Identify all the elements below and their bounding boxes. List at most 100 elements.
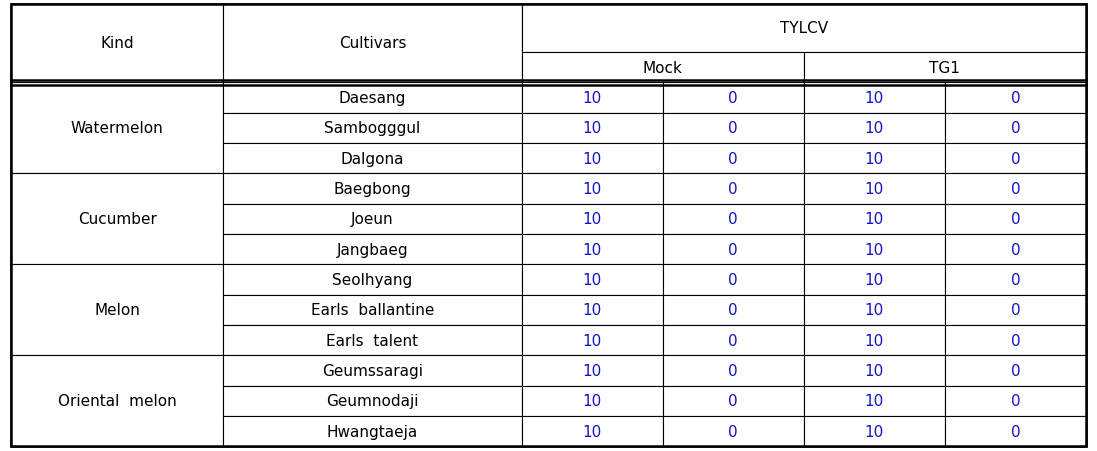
Bar [521,5,1086,53]
Text: Geumssaragi: Geumssaragi [321,364,423,378]
Text: 0: 0 [1010,182,1020,197]
Text: 10: 10 [583,91,602,106]
Bar [945,174,1086,204]
Bar [945,204,1086,235]
Text: Dalgona: Dalgona [341,152,404,166]
Bar [804,53,1086,83]
Bar [521,53,804,83]
Bar [11,265,224,356]
Text: 0: 0 [1010,121,1020,136]
Text: Kind: Kind [100,37,134,51]
Bar [945,416,1086,446]
Bar [521,174,663,204]
Bar [521,265,663,295]
Bar [11,83,224,174]
Text: Mock: Mock [643,60,682,76]
Text: Baegbong: Baegbong [333,182,411,197]
Text: 0: 0 [728,424,738,439]
Bar [945,83,1086,114]
Bar [945,265,1086,295]
Text: 10: 10 [864,272,884,287]
Text: 10: 10 [864,424,884,439]
Text: 0: 0 [728,333,738,348]
Bar [521,114,663,144]
Text: 10: 10 [583,182,602,197]
Text: 0: 0 [728,212,738,227]
Text: 10: 10 [864,364,884,378]
Text: Watermelon: Watermelon [71,121,163,136]
Bar [804,416,945,446]
Bar [945,386,1086,416]
Text: TYLCV: TYLCV [780,21,828,36]
Text: Geumnodaji: Geumnodaji [326,394,419,409]
Text: 0: 0 [728,152,738,166]
Bar [224,144,521,174]
Text: 10: 10 [583,212,602,227]
Text: 10: 10 [583,272,602,287]
Text: 0: 0 [1010,424,1020,439]
Bar [663,174,804,204]
Text: 0: 0 [1010,364,1020,378]
Text: 0: 0 [728,394,738,409]
Bar [521,386,663,416]
Bar [224,356,521,386]
Bar [945,326,1086,356]
Text: TG1: TG1 [929,60,960,76]
Text: 0: 0 [1010,394,1020,409]
Bar [804,356,945,386]
Bar [224,5,521,83]
Bar [521,416,663,446]
Text: Sambogggul: Sambogggul [325,121,420,136]
Text: 0: 0 [728,364,738,378]
Bar [224,235,521,265]
Bar [663,204,804,235]
Bar [224,326,521,356]
Text: 10: 10 [864,152,884,166]
Text: 0: 0 [1010,212,1020,227]
Text: Cultivars: Cultivars [339,37,406,51]
Text: 10: 10 [583,303,602,318]
Bar [804,235,945,265]
Text: Joeun: Joeun [351,212,394,227]
Text: 0: 0 [728,303,738,318]
Text: 10: 10 [583,424,602,439]
Bar [224,114,521,144]
Bar [663,326,804,356]
Bar [663,83,804,114]
Bar [11,356,224,446]
Text: 0: 0 [728,91,738,106]
Bar [804,144,945,174]
Bar [663,114,804,144]
Bar [945,295,1086,326]
Text: 10: 10 [864,394,884,409]
Text: Daesang: Daesang [339,91,406,106]
Bar [804,204,945,235]
Bar [663,386,804,416]
Bar [521,326,663,356]
Text: 0: 0 [728,182,738,197]
Bar [224,83,521,114]
Text: Earls  talent: Earls talent [327,333,419,348]
Text: 0: 0 [728,121,738,136]
Bar [224,265,521,295]
Text: Oriental  melon: Oriental melon [58,394,177,409]
Bar [663,356,804,386]
Bar [804,265,945,295]
Text: 10: 10 [583,333,602,348]
Text: 10: 10 [583,364,602,378]
Text: 10: 10 [583,152,602,166]
Text: 10: 10 [864,121,884,136]
Bar [804,326,945,356]
Bar [804,386,945,416]
Text: 0: 0 [1010,91,1020,106]
Bar [663,144,804,174]
Text: 10: 10 [583,121,602,136]
Bar [945,144,1086,174]
Text: 10: 10 [864,182,884,197]
Bar [663,295,804,326]
Text: 10: 10 [864,333,884,348]
Bar [804,174,945,204]
Text: 0: 0 [1010,152,1020,166]
Text: 10: 10 [864,212,884,227]
Text: Seolhyang: Seolhyang [332,272,412,287]
